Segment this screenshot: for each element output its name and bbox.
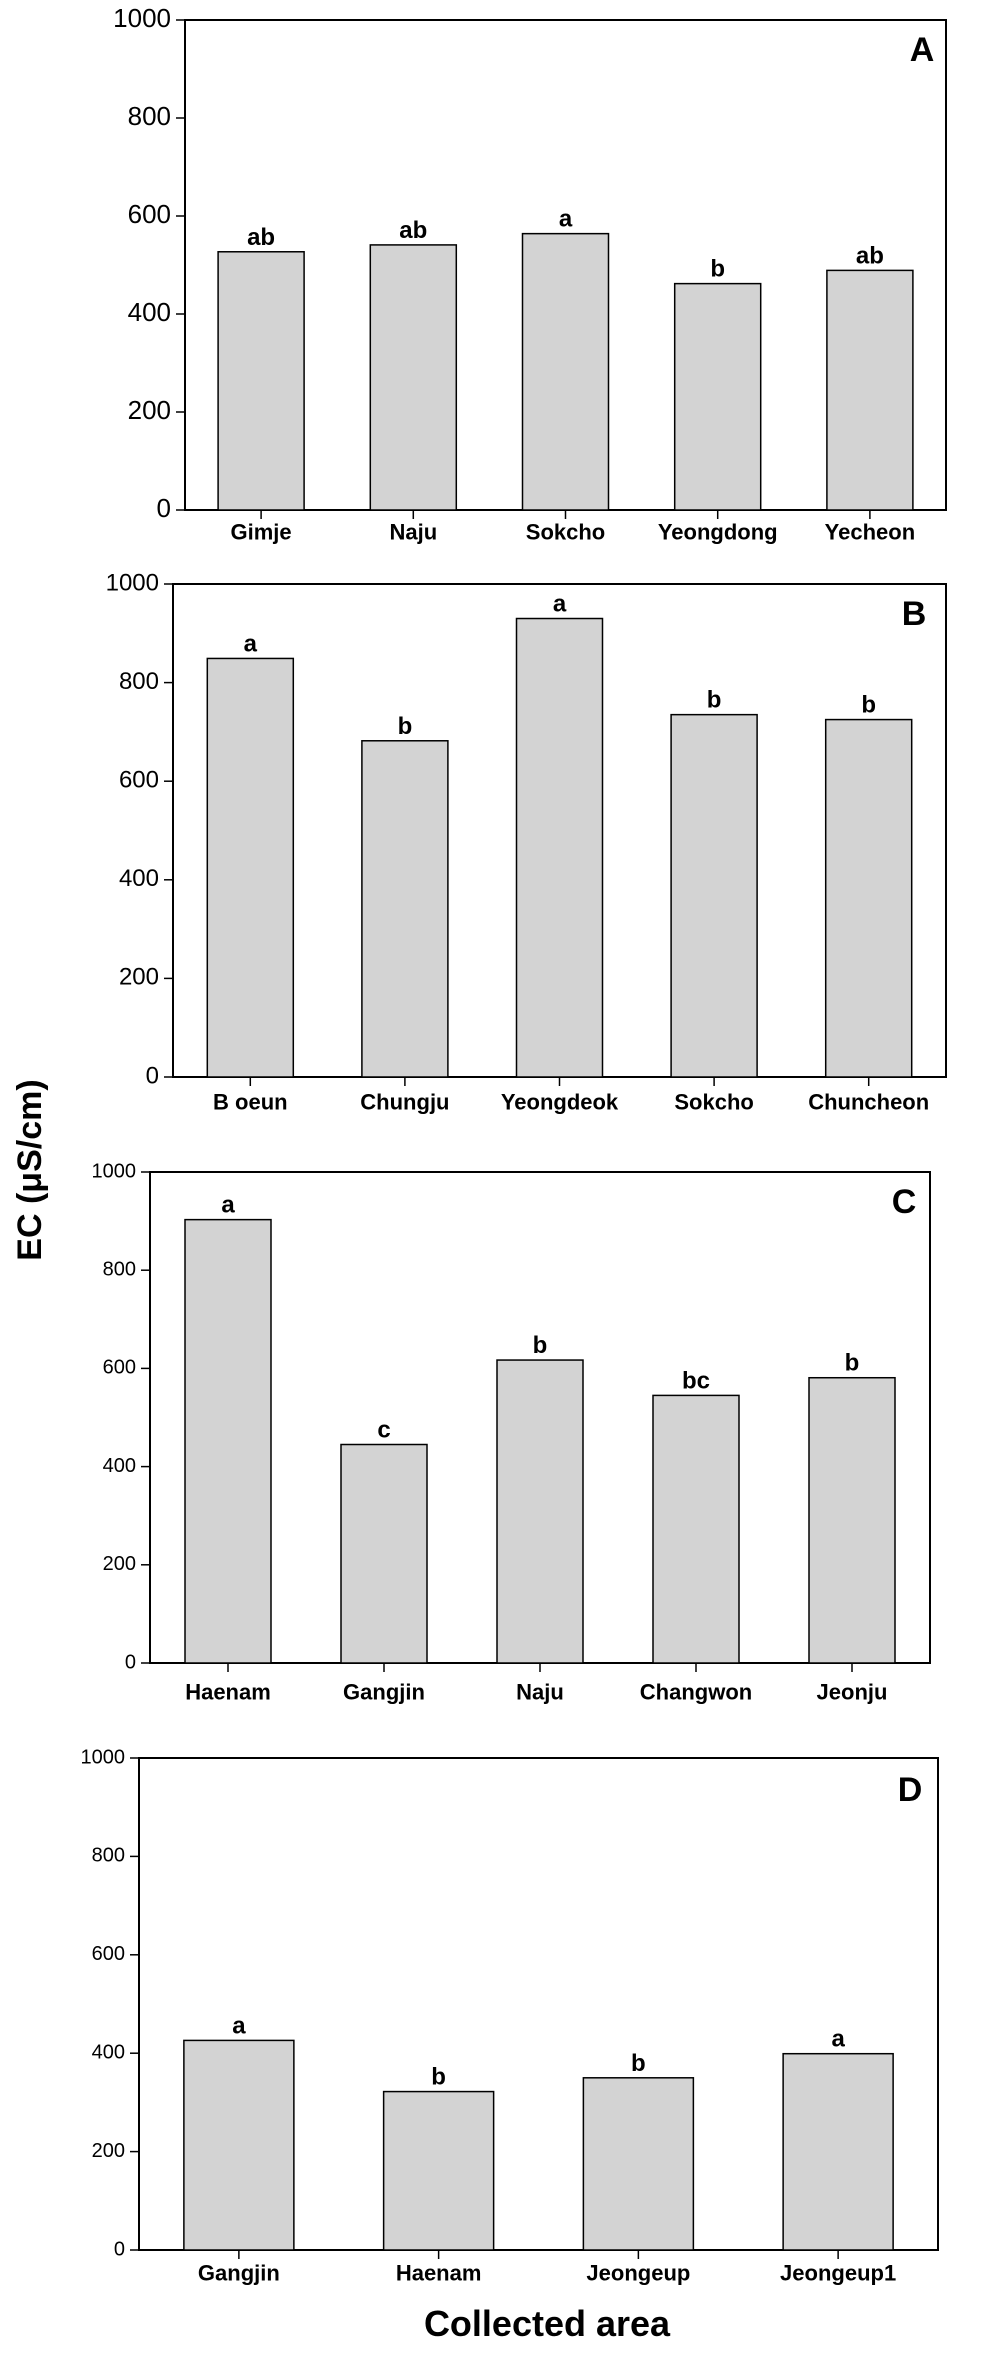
panel-b-bar — [361, 740, 449, 1078]
panel-c-category-label: Changwon — [640, 1680, 752, 1705]
panel-b-y-tick-label: 1000 — [106, 569, 159, 596]
panel-b-significance-label: a — [244, 630, 258, 657]
panel-c-category-label: Haenam — [185, 1680, 271, 1705]
panel-a-bar — [521, 232, 610, 511]
panel-c-y-tick-label: 200 — [103, 1553, 136, 1575]
panel-a-bar — [673, 282, 762, 511]
panel-a-category-label: Naju — [389, 520, 437, 545]
panel-b-significance-label: b — [707, 687, 722, 714]
panel-a-significance-label: ab — [247, 224, 275, 251]
panel-c-significance-label: a — [221, 1192, 235, 1219]
panel-d-category-label: Haenam — [396, 2261, 482, 2286]
panel-b-y-tick-label: 0 — [146, 1062, 159, 1089]
panel-b-bar — [515, 617, 604, 1078]
panel-d-y-tick-label: 400 — [92, 2041, 125, 2063]
panel-a-category-label: Sokcho — [526, 520, 605, 545]
panel-b-significance-label: b — [398, 713, 413, 740]
panel-a-bar — [217, 251, 305, 511]
panel-d-bar — [782, 2052, 894, 2251]
panel-c-category-label: Jeonju — [817, 1680, 888, 1705]
panel-c-y-tick-label: 0 — [125, 1651, 136, 1673]
panel-c-y-tick-label: 1000 — [92, 1160, 137, 1182]
panel-b-significance-label: a — [553, 591, 567, 618]
panel-c-bar — [496, 1359, 584, 1664]
panel-b-bar — [824, 718, 913, 1078]
panel-d-y-tick-label: 1000 — [81, 1746, 126, 1768]
panel-b-y-tick-label: 400 — [119, 865, 159, 892]
panel-d-bar — [183, 2039, 295, 2251]
panel-a-significance-label: ab — [399, 217, 427, 244]
panel-b-category-label: Chuncheon — [808, 1090, 929, 1115]
panel-b-category-label: Sokcho — [674, 1090, 753, 1115]
panel-a-y-tick-label: 800 — [128, 101, 171, 131]
panel-c-significance-label: b — [533, 1332, 548, 1359]
panel-d-bar — [382, 2090, 495, 2251]
panel-d-category-label: Jeongeup — [586, 2261, 690, 2286]
panel-c-significance-label: c — [377, 1417, 390, 1444]
panel-a-y-tick-label: 0 — [157, 493, 171, 523]
panel-c-category-label: Naju — [516, 1680, 564, 1705]
panel-a-significance-label: ab — [856, 242, 884, 269]
panel-d-letter: D — [898, 1771, 923, 1809]
panel-c-significance-label: bc — [682, 1367, 710, 1394]
panel-a-bar — [826, 269, 914, 511]
panel-b-bar — [206, 657, 295, 1078]
panel-b-category-label: B oeun — [213, 1090, 288, 1115]
panel-a-y-tick-label: 600 — [128, 199, 171, 229]
panel-d-y-tick-label: 200 — [92, 2140, 125, 2162]
panel-b-y-tick-label: 600 — [119, 767, 159, 794]
panel-b-category-label: Chungju — [360, 1090, 449, 1115]
panel-d-significance-label: b — [631, 2050, 646, 2077]
panel-a-category-label: Yeongdong — [658, 520, 778, 545]
panel-b-category-label: Yeongdeok — [501, 1090, 619, 1115]
panel-a-y-tick-label: 1000 — [113, 3, 171, 33]
panel-c-y-tick-label: 800 — [103, 1258, 136, 1280]
panel-d-significance-label: a — [831, 2026, 845, 2053]
panel-a-significance-label: a — [559, 206, 573, 233]
panel-c-significance-label: b — [845, 1350, 860, 1377]
panel-d-significance-label: a — [232, 2012, 246, 2039]
panel-b-bar — [670, 713, 758, 1078]
panel-d-y-tick-label: 0 — [114, 2238, 125, 2260]
panel-d-plot-frame — [138, 1757, 939, 2251]
panel-a-bar — [369, 244, 458, 511]
panel-d-y-tick-label: 600 — [92, 1943, 125, 1965]
panel-c-y-tick-label: 600 — [103, 1357, 136, 1379]
panel-b-significance-label: b — [861, 692, 876, 719]
panel-c-bar — [652, 1394, 740, 1664]
panel-c-bar — [340, 1443, 428, 1664]
panel-c-bar — [184, 1218, 272, 1664]
panel-a-y-tick-label: 200 — [128, 395, 171, 425]
y-axis-title: EC (μS/cm) — [11, 1079, 49, 1260]
panel-a-category-label: Gimje — [231, 520, 292, 545]
panel-c-y-tick-label: 400 — [103, 1455, 136, 1477]
panel-d-bar — [582, 2077, 695, 2251]
panel-a-significance-label: b — [710, 256, 725, 283]
panel-a-letter: A — [910, 31, 935, 69]
panel-d-category-label: Jeongeup1 — [780, 2261, 896, 2286]
panel-d-significance-label: b — [431, 2064, 446, 2091]
panel-a-category-label: Yecheon — [825, 520, 915, 545]
panel-c-category-label: Gangjin — [343, 1680, 425, 1705]
panel-b-letter: B — [902, 595, 927, 633]
panel-c-bar — [808, 1376, 896, 1664]
panel-c-letter: C — [892, 1183, 917, 1221]
panel-b-y-tick-label: 800 — [119, 668, 159, 695]
panel-b-y-tick-label: 200 — [119, 964, 159, 991]
panel-a-y-tick-label: 400 — [128, 297, 171, 327]
x-axis-title: Collected area — [424, 2303, 671, 2344]
panel-d-category-label: Gangjin — [198, 2261, 280, 2286]
panel-d-y-tick-label: 800 — [92, 1845, 125, 1867]
